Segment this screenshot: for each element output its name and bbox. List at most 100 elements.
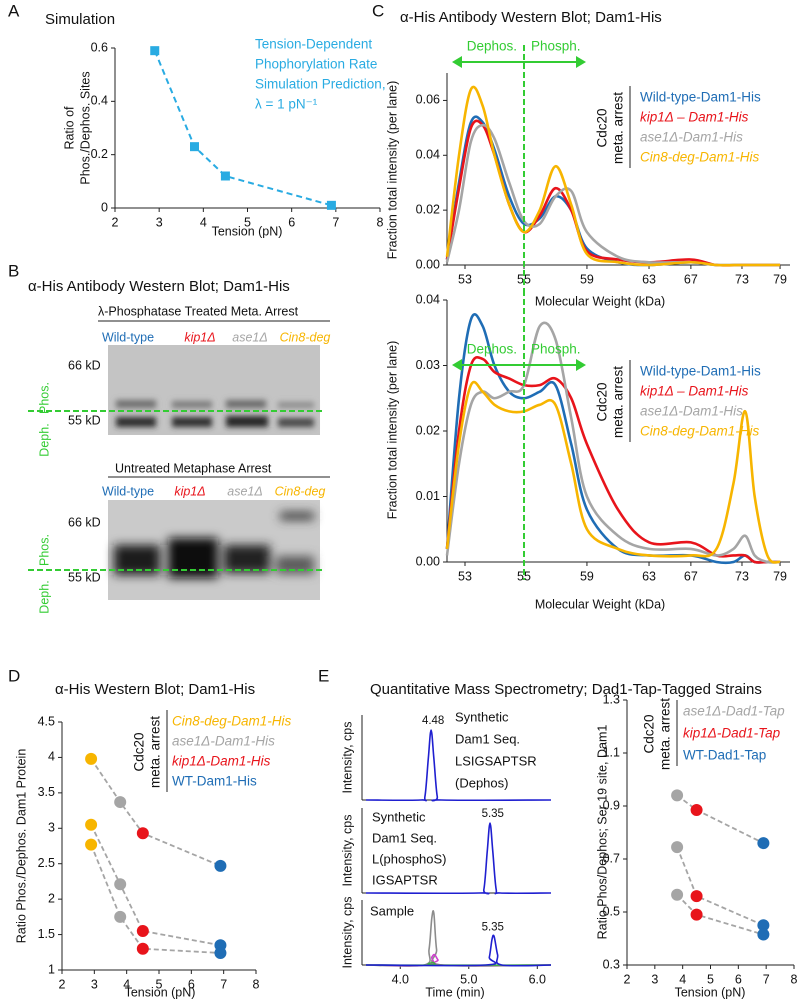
- x-tick-label: 53: [458, 569, 472, 583]
- legend-entry: WT-Dam1-His: [172, 774, 257, 789]
- legend-entry: kip1Δ-Dad1-Tap: [683, 726, 781, 741]
- legend-entry: ase1Δ-Dam1-His: [640, 130, 743, 145]
- x-axis-label: Molecular Weight (kDa): [535, 294, 665, 308]
- state-label: Deph.: [37, 423, 51, 456]
- x-tick-label: 79: [773, 569, 787, 583]
- x-tick-label: 7: [763, 972, 770, 986]
- y-tick-label: 0.9: [603, 798, 620, 812]
- panel-label: E: [318, 666, 329, 685]
- legend-title: Cdc20: [595, 108, 610, 147]
- y-tick-label: 0.01: [416, 489, 440, 503]
- x-tick-label: 5: [244, 215, 251, 229]
- legend-title: meta. arrest: [658, 698, 673, 770]
- y-axis-label: Fraction total intensity (per lane): [385, 81, 399, 260]
- x-tick-label: 4: [123, 977, 130, 991]
- x-tick-label: 6: [288, 215, 295, 229]
- legend-entry: Cin8-deg-Dam1-His: [640, 150, 760, 165]
- data-point: [114, 910, 127, 923]
- lane-label: Wild-type: [102, 484, 154, 498]
- series-line: [445, 85, 781, 267]
- x-tick-label: 3: [91, 977, 98, 991]
- arrowhead: [576, 56, 587, 68]
- data-marker: [150, 46, 160, 56]
- trace-note: Sample: [370, 903, 414, 918]
- connector: [90, 824, 221, 947]
- trace-note: Synthetic: [372, 809, 426, 824]
- y-axis-label: Intensity, cps: [340, 721, 354, 793]
- y-tick-label: 0.7: [603, 851, 620, 865]
- x-tick-label: 4.0: [392, 972, 409, 986]
- trace-note: L(phosphoS): [372, 851, 446, 866]
- y-tick-label: 0: [101, 200, 108, 214]
- lane-label: kip1Δ: [174, 484, 205, 498]
- peak-label: 4.48: [422, 715, 444, 727]
- data-marker: [220, 171, 230, 181]
- y-axis-label: Ratio of: [62, 106, 76, 150]
- x-tick-label: 8: [377, 215, 384, 229]
- state-label: Deph.: [37, 580, 51, 613]
- x-tick-label: 5.0: [460, 972, 477, 986]
- lane-label: ase1Δ: [227, 484, 263, 498]
- panel-label: B: [8, 261, 19, 280]
- chart-title: Simulation: [45, 11, 115, 28]
- data-point: [85, 838, 98, 851]
- x-tick-label: 73: [735, 569, 749, 583]
- chart-title: α-His Antibody Western Blot; Dam1-His: [400, 9, 662, 26]
- y-tick-label: 0.02: [416, 423, 440, 437]
- legend-title: Cdc20: [595, 382, 610, 421]
- data-point: [114, 796, 127, 809]
- state-label: Phos.: [37, 534, 51, 566]
- data-point: [114, 878, 127, 891]
- data-point: [671, 841, 684, 854]
- data-point: [671, 888, 684, 901]
- panel-label: C: [372, 1, 384, 20]
- y-tick-label: 0.00: [416, 257, 440, 271]
- annotation: Phosph.: [531, 39, 581, 54]
- data-point: [690, 890, 703, 903]
- y-tick-label: 1.1: [603, 745, 620, 759]
- blot-panel: α-His Antibody Western Blot; Dam1-His λ-…: [28, 278, 330, 614]
- legend-title: meta. arrest: [611, 366, 626, 438]
- x-tick-label: 7: [220, 977, 227, 991]
- data-point: [214, 946, 227, 959]
- y-tick-label: 3.5: [38, 785, 55, 799]
- legend-entry: Wild-type-Dam1-His: [640, 90, 761, 105]
- x-tick-label: 2: [112, 215, 119, 229]
- y-tick-label: 0.02: [416, 202, 440, 216]
- y-tick-label: 4: [48, 750, 55, 764]
- y-tick-label: 0.04: [416, 292, 440, 306]
- data-point: [85, 752, 98, 765]
- trace-note: Dam1 Seq.: [372, 830, 437, 845]
- x-tick-label: 8: [253, 977, 260, 991]
- y-axis-label: Ratio Phos./Dephos. Dam1 Protein: [14, 749, 28, 944]
- annotation: Dephos.: [467, 342, 517, 357]
- y-tick-label: 1: [48, 962, 55, 976]
- data-point: [136, 942, 149, 955]
- legend-title: Cdc20: [642, 714, 657, 753]
- data-point: [690, 908, 703, 921]
- connector: [676, 846, 764, 927]
- arrowhead: [576, 359, 587, 371]
- x-tick-label: 5: [707, 972, 714, 986]
- y-axis-label: Fraction total intensity (per lane): [385, 341, 399, 520]
- data-point: [757, 928, 770, 941]
- trace: [365, 729, 552, 802]
- y-tick-label: 2.5: [38, 856, 55, 870]
- x-tick-label: 59: [580, 569, 594, 583]
- mw-marker: 66 kD: [68, 515, 101, 529]
- data-point: [136, 925, 149, 938]
- x-tick-label: 67: [684, 272, 698, 286]
- y-axis-label: Phos./Dephos. Sites: [78, 71, 92, 184]
- legend-entry: ase1Δ-Dam1-His: [172, 734, 275, 749]
- lane-label: kip1Δ: [184, 330, 215, 344]
- data-point: [671, 789, 684, 802]
- mw-marker: 55 kD: [68, 413, 101, 427]
- annotation: Simulation Prediction,: [255, 77, 386, 92]
- chart-title: α-His Western Blot; Dam1-His: [55, 681, 255, 698]
- x-tick-label: 4: [679, 972, 686, 986]
- lane-label: Cin8-deg: [275, 484, 326, 498]
- trace-note: Dam1 Seq.: [455, 731, 520, 746]
- y-tick-label: 0.2: [91, 147, 108, 161]
- trace: [365, 934, 552, 967]
- y-tick-label: 1.3: [603, 692, 620, 706]
